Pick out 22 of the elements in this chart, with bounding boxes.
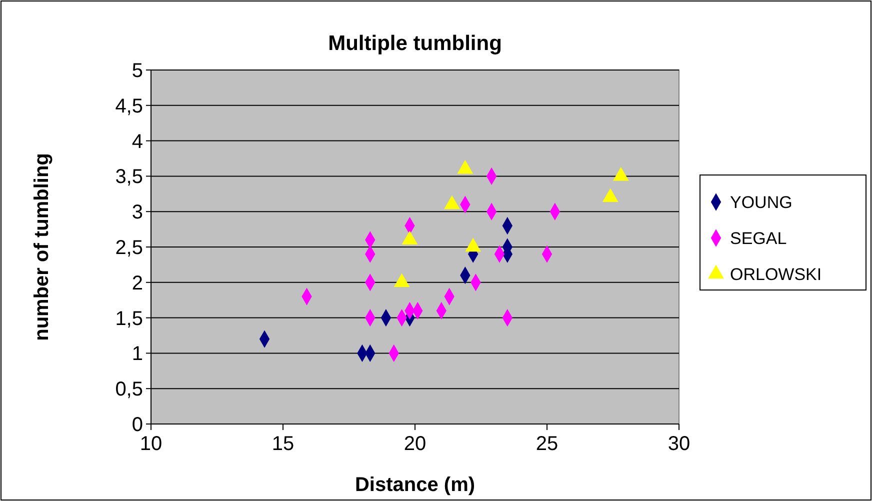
y-tick-label: 1 [132, 343, 143, 366]
x-tick-label: 10 [140, 433, 162, 455]
legend-label: ORLOWSKI [730, 264, 822, 284]
legend-label: YOUNG [730, 192, 792, 212]
x-tick-label: 30 [668, 433, 690, 455]
y-tick-label: 1,5 [115, 308, 143, 330]
y-tick-label: 0 [132, 414, 143, 436]
y-tick-label: 0,5 [115, 378, 143, 401]
x-tick-label: 15 [272, 433, 294, 455]
y-tick-label: 2,5 [115, 237, 143, 259]
y-tick-label: 4,5 [115, 95, 143, 118]
legend-label: SEGAL [730, 228, 787, 248]
y-tick-label: 3,5 [115, 166, 143, 188]
chart-title: Multiple tumbling [328, 32, 502, 55]
y-tick-label: 3 [132, 202, 143, 224]
y-tick-label: 4 [132, 130, 143, 153]
y-axis-title: number of tumbling [31, 153, 53, 341]
x-tick-label: 25 [536, 433, 558, 455]
x-tick-label: 20 [404, 433, 426, 455]
y-tick-label: 2 [132, 272, 143, 294]
x-axis-title: Distance (m) [354, 474, 476, 496]
y-tick-label: 5 [132, 60, 143, 82]
